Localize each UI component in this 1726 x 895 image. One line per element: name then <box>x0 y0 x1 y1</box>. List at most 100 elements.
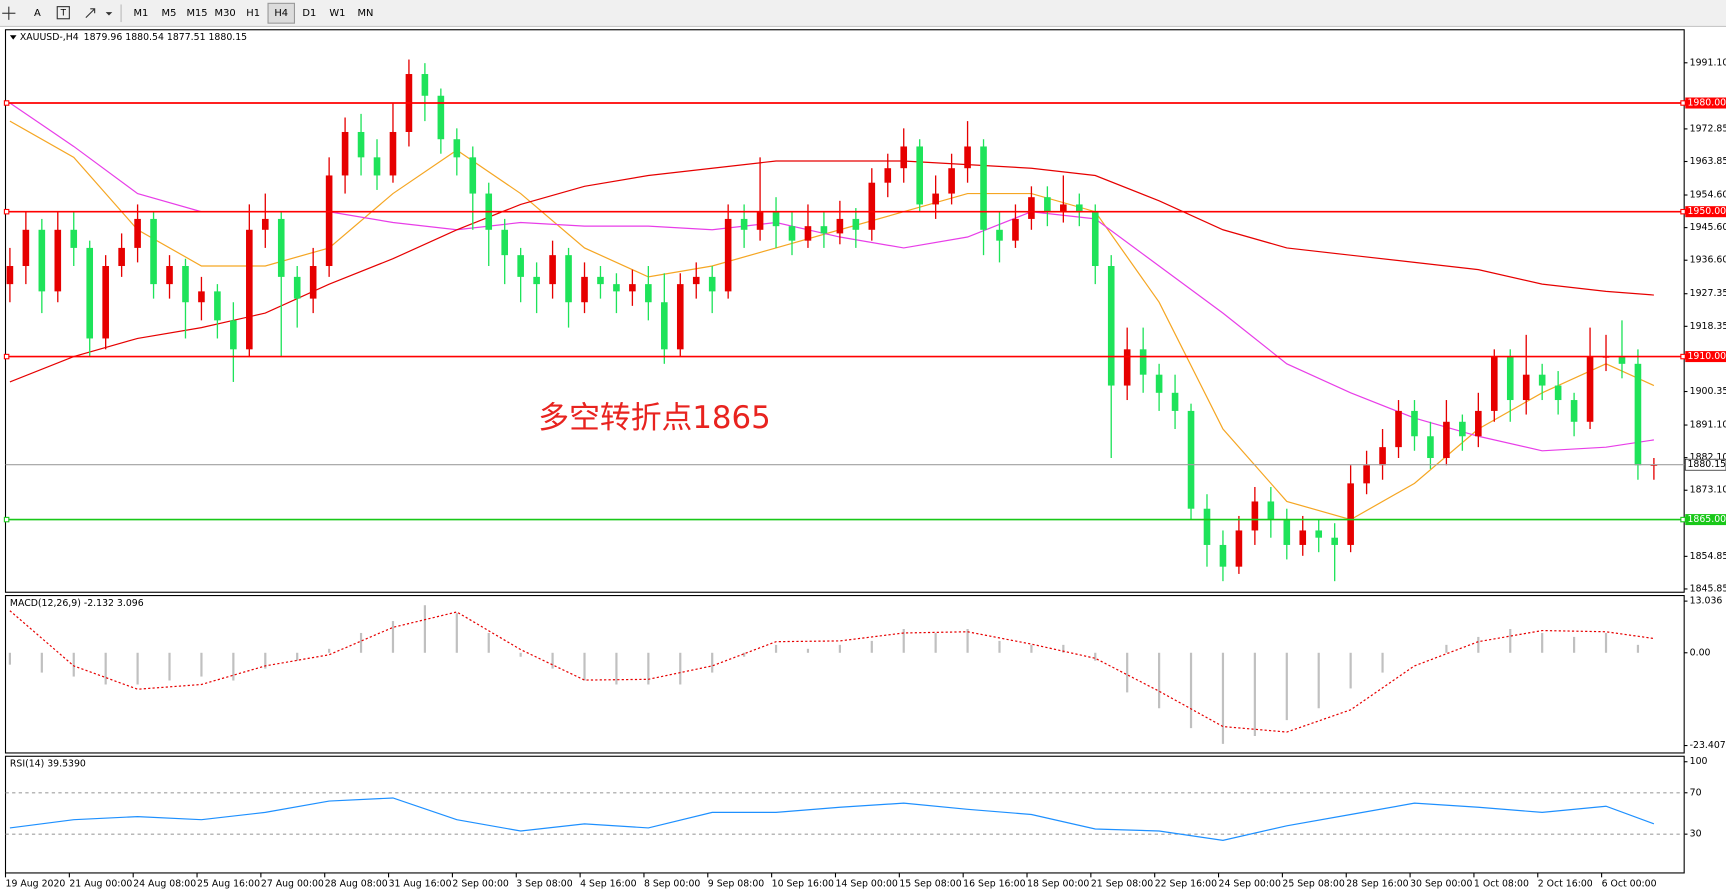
level-label: 1950.00 <box>1687 206 1726 217</box>
candle-body <box>916 146 923 205</box>
y-tick-label: 100 <box>1690 756 1708 767</box>
level-marker <box>1680 353 1686 360</box>
candle-body <box>261 218 269 230</box>
candle-body <box>1315 530 1323 538</box>
text-tool[interactable]: A <box>34 8 41 19</box>
candle-body <box>230 320 237 350</box>
annotation: 多空转折点1865 <box>538 400 770 436</box>
svg-text:T: T <box>60 9 67 19</box>
level-label-bg <box>1685 514 1726 526</box>
candle-body <box>1155 374 1163 393</box>
candle-body <box>1044 197 1051 212</box>
candle-body <box>868 182 876 230</box>
candle-body <box>1219 544 1227 567</box>
candle-body <box>1554 385 1562 401</box>
x-tick-label: 8 Sep 00:00 <box>644 878 700 889</box>
candle-body <box>772 211 780 227</box>
candle-body <box>980 146 987 230</box>
candle-body <box>1395 410 1402 448</box>
current-price-bg <box>1684 458 1726 471</box>
candle-body <box>1490 356 1498 411</box>
x-tick-label: 25 Sep 08:00 <box>1282 878 1344 889</box>
macd-signal <box>9 610 1654 733</box>
y-tick-label: 1873.10 <box>1690 485 1726 496</box>
x-tick-label: 24 Sep 00:00 <box>1219 878 1281 889</box>
candle-body <box>1443 421 1450 459</box>
x-tick-label: 6 Oct 00:00 <box>1602 878 1657 889</box>
rsi-panel <box>4 755 1685 874</box>
timeframe-label[interactable]: W1 <box>329 8 345 19</box>
y-tick-label: 1936.60 <box>1690 255 1726 266</box>
candle-body <box>676 284 684 350</box>
level-marker <box>1680 208 1686 215</box>
level-marker <box>3 208 10 215</box>
x-tick-label: 14 Sep 00:00 <box>835 878 897 889</box>
candle-body <box>884 168 892 183</box>
candle-body <box>724 218 732 292</box>
timeframe-label[interactable]: H1 <box>246 8 260 19</box>
candle-body <box>150 218 157 285</box>
candle-body <box>1060 204 1067 212</box>
x-tick-label: 27 Aug 00:00 <box>261 878 324 889</box>
candle-body <box>1091 211 1099 267</box>
x-tick-label: 2 Oct 16:00 <box>1538 878 1593 889</box>
level-label: 1910.00 <box>1687 351 1726 362</box>
candle-body <box>1411 410 1418 437</box>
macd-title: MACD(12,26,9) -2.132 3.096 <box>10 598 144 609</box>
level-marker <box>1680 100 1686 106</box>
level-label-bg <box>1685 351 1726 363</box>
timeframe-label[interactable]: M15 <box>186 8 207 19</box>
timeframe-label[interactable]: D1 <box>302 8 316 19</box>
candle-body <box>932 193 939 205</box>
candle-body <box>517 255 524 277</box>
candle-body <box>325 175 333 267</box>
candle-body <box>1171 392 1179 411</box>
candle-body <box>549 255 556 285</box>
timeframe-label[interactable]: M30 <box>215 8 236 19</box>
candle-body <box>246 229 253 350</box>
timeframe-label[interactable]: H4 <box>274 8 288 19</box>
candle-body <box>469 157 477 194</box>
candle-body <box>1203 508 1211 545</box>
y-tick-label: 1991.10 <box>1690 57 1726 68</box>
cursor-tool[interactable] <box>2 6 16 20</box>
timeframe-button[interactable] <box>267 2 296 24</box>
timeframe-label[interactable]: MN <box>357 8 373 19</box>
arrows-tool[interactable] <box>85 8 113 19</box>
y-tick-label: 1918.35 <box>1690 321 1726 332</box>
y-tick-label: 1882.10 <box>1690 452 1726 463</box>
label-tool[interactable]: T <box>56 6 70 20</box>
y-tick-label: 13.036 <box>1690 596 1723 607</box>
candle-body <box>277 218 285 277</box>
candle-body <box>118 247 125 267</box>
timeframe-label[interactable]: M5 <box>162 8 177 19</box>
level-label-bg <box>1685 206 1726 218</box>
macd-panel <box>4 595 1685 754</box>
candle-body <box>1251 501 1259 531</box>
x-tick-label: 10 Sep 16:00 <box>772 878 834 889</box>
candle-body <box>182 266 189 303</box>
candle-body <box>1634 363 1642 466</box>
rsi-line <box>9 797 1655 841</box>
candle-body <box>86 247 94 339</box>
timeframe-bar: M1 M5 M15 M30 H1 H4 D1 W1 MN <box>133 2 373 24</box>
y-tick-label: 1954.60 <box>1690 190 1726 201</box>
chart-symbol: XAUUSD-,H4 <box>20 32 79 43</box>
candle-body <box>1363 465 1370 484</box>
level-marker <box>3 100 10 106</box>
x-tick-label: 2 Sep 00:00 <box>452 878 508 889</box>
candle-body <box>1570 400 1578 422</box>
x-tick-label: 19 Aug 2020 <box>6 878 66 889</box>
x-tick-label: 24 Aug 08:00 <box>133 878 196 889</box>
y-tick-label: 1854.85 <box>1690 551 1726 562</box>
level-marker <box>3 516 10 523</box>
timeframe-label[interactable]: M1 <box>133 8 148 19</box>
x-tick-label: 9 Sep 08:00 <box>708 878 764 889</box>
candle-body <box>309 266 317 299</box>
candle-body <box>1331 537 1338 545</box>
y-tick-label: 1900.35 <box>1690 386 1726 397</box>
candle-body <box>533 276 540 285</box>
x-tick-label: 1 Oct 08:00 <box>1474 878 1529 889</box>
